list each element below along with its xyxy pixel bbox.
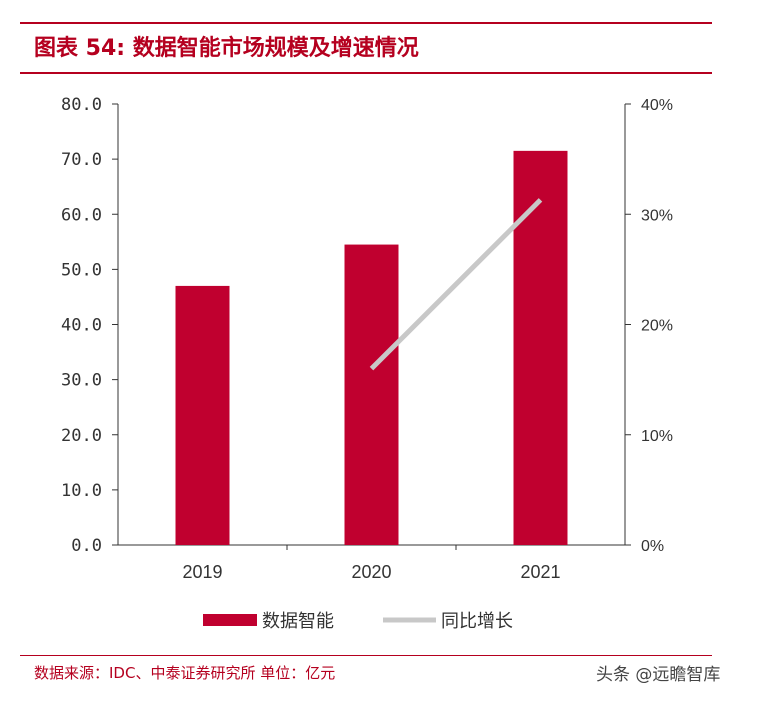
y-left-tick-label: 0.0 bbox=[71, 536, 102, 556]
y-left-tick-label: 70.0 bbox=[61, 150, 102, 170]
y-right-tick-label: 20% bbox=[641, 318, 673, 335]
legend-swatch-bar bbox=[203, 614, 257, 626]
top-rule bbox=[20, 22, 712, 24]
y-left-tick-label: 30.0 bbox=[61, 371, 102, 391]
x-tick-label: 2021 bbox=[520, 562, 560, 582]
y-left-tick-label: 20.0 bbox=[61, 426, 102, 446]
y-left-tick-label: 50.0 bbox=[61, 260, 102, 280]
y-left-tick-label: 80.0 bbox=[61, 95, 102, 115]
y-left-tick-label: 40.0 bbox=[61, 316, 102, 336]
y-left-tick-label: 60.0 bbox=[61, 205, 102, 225]
legend-label-line: 同比增长 bbox=[441, 611, 513, 632]
x-tick-label: 2019 bbox=[182, 562, 222, 582]
y-right-tick-label: 40% bbox=[641, 97, 673, 114]
line-series-yoy bbox=[369, 198, 543, 371]
y-right-tick-label: 10% bbox=[641, 428, 673, 445]
watermark: 头条 @远瞻智库 bbox=[596, 665, 721, 685]
bar-2021 bbox=[513, 150, 568, 545]
y-right-tick-label: 0% bbox=[641, 538, 664, 555]
y-left-tick-label: 10.0 bbox=[61, 481, 102, 501]
figure-title-text: 数据智能市场规模及增速情况 bbox=[132, 36, 419, 61]
figure-label: 图表 54: bbox=[34, 36, 126, 61]
bar-2019 bbox=[175, 285, 230, 545]
chart: 0.0 10.0 20.0 30.0 40.0 50.0 60.0 70.0 80.0 0% 10%… bbox=[61, 95, 673, 632]
bar-2020 bbox=[344, 244, 399, 545]
x-tick-label: 2020 bbox=[351, 562, 391, 582]
title-rule bbox=[20, 72, 712, 74]
figure-title: 图表 54: 数据智能市场规模及增速情况 bbox=[34, 30, 419, 62]
source-note: 数据来源：IDC、中泰证券研究所 单位：亿元 bbox=[34, 664, 336, 682]
y-right-tick-label: 30% bbox=[641, 207, 673, 224]
legend-label-bar: 数据智能 bbox=[262, 611, 334, 632]
bottom-rule bbox=[20, 655, 712, 656]
